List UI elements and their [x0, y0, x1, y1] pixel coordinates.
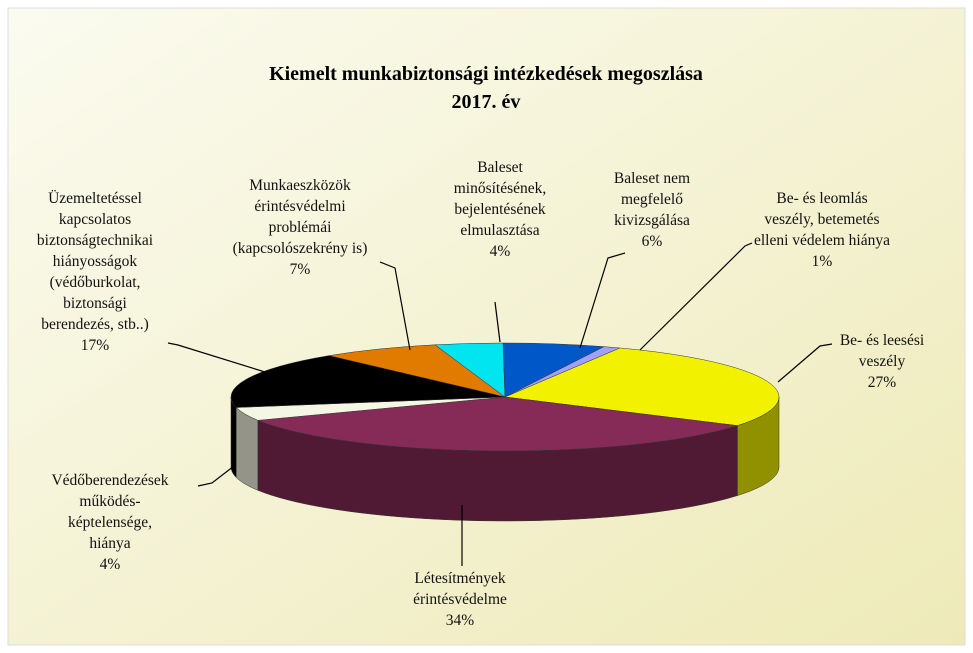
pie-slice [230, 355, 506, 479]
slice-label: Védőberendezések működés-képtelensége, h… [46, 470, 174, 575]
category-label: Baleset nem megfelelő kivizsgálása [613, 170, 691, 229]
pie-side [230, 396, 237, 479]
leader-line [197, 465, 235, 487]
pie-slice [328, 344, 506, 398]
value-label: 17% [80, 337, 110, 354]
value-label: 27% [867, 374, 897, 391]
value-label: 4% [489, 243, 511, 260]
leader-line [167, 342, 266, 373]
leader-line [379, 261, 411, 351]
slice-label: Üzemeltetéssel kapcsolatos biztonságtech… [26, 188, 164, 356]
pie-top [257, 396, 738, 452]
pie-top [328, 344, 506, 398]
background [7, 7, 966, 646]
value-label: 6% [641, 233, 663, 250]
value-label: 1% [811, 253, 833, 270]
value-label: 34% [445, 612, 475, 629]
pie-top [230, 355, 506, 408]
leader-line [579, 252, 626, 349]
pie [230, 342, 780, 522]
pie-slice [257, 396, 738, 522]
category-label: Védőberendezések működés-képtelensége, h… [51, 472, 169, 552]
slice-label: Létesítmények érintésvédelme 34% [403, 568, 518, 631]
slice-label: Baleset nem megfelelő kivizsgálása 6% [603, 168, 701, 252]
slice-label: Baleset minősítésének, bejelentésének el… [444, 157, 556, 262]
category-label: Be- és leomlás veszély, betemetés elleni… [754, 190, 890, 249]
leader-line [639, 242, 753, 351]
pie-slice [235, 396, 506, 491]
value-label: 7% [289, 261, 311, 278]
leader-line [494, 301, 501, 343]
slice-label: Munkaeszközök érintésvédelmi problémái (… [225, 175, 375, 280]
category-label: Létesítmények érintésvédelme [413, 570, 507, 608]
chart-title: Kiemelt munkabiztonsági intézkedések meg… [269, 63, 703, 85]
value-label: 4% [99, 556, 121, 573]
leader-lines [167, 242, 833, 566]
category-label: Baleset minősítésének, bejelentésének el… [453, 159, 547, 239]
chart-subtitle: 2017. év [452, 91, 521, 113]
pie-side [235, 406, 259, 491]
slice-label: Be- és leesési veszély 27% [830, 330, 934, 393]
pie-top [504, 347, 780, 426]
leader-line [777, 343, 833, 383]
category-label: Üzemeltetéssel kapcsolatos biztonságtech… [36, 190, 154, 333]
category-label: Be- és leesési veszély [839, 332, 925, 370]
slice-label: Be- és leomlás veszély, betemetés elleni… [751, 188, 893, 272]
category-label: Munkaeszközök érintésvédelmi problémái (… [232, 177, 368, 257]
